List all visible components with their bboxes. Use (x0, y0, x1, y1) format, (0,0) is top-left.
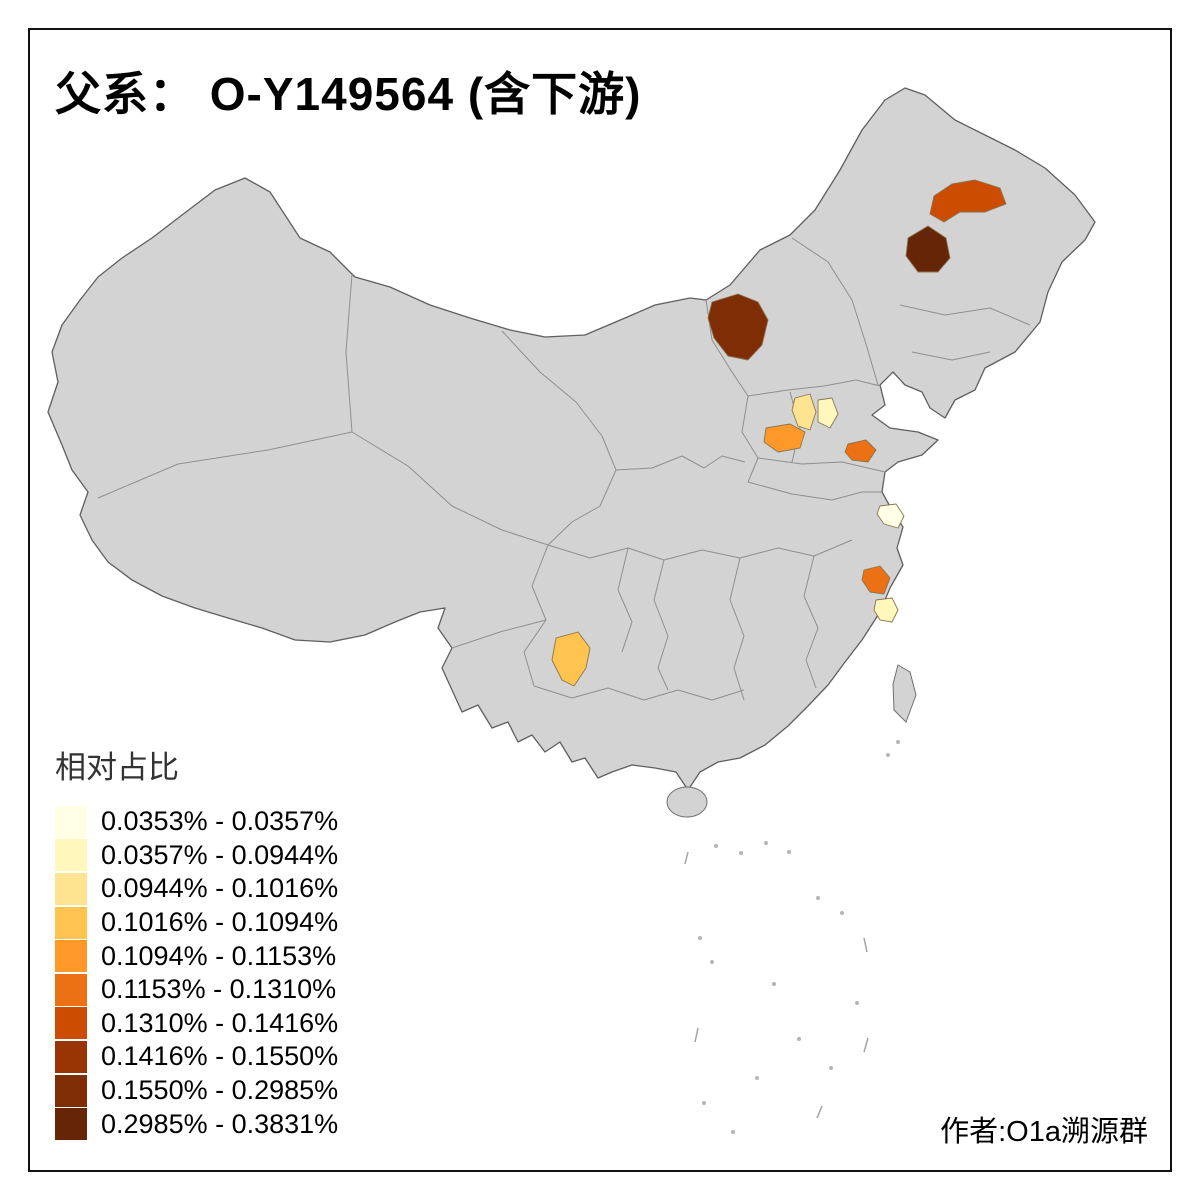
legend-item: 0.1416% - 0.1550% (55, 1040, 338, 1074)
region-northeast-dark (905, 225, 951, 273)
legend-item: 0.1550% - 0.2985% (55, 1074, 338, 1108)
legend-label: 0.1550% - 0.2985% (101, 1075, 339, 1106)
region-shanxi-right (817, 397, 839, 429)
legend-item: 0.1310% - 0.1416% (55, 1007, 338, 1041)
hainan-island (666, 786, 708, 818)
author-credit: 作者:O1a溯源群 (940, 1116, 1148, 1148)
south-china-sea-islands (684, 740, 900, 1134)
region-northeast-upper (929, 179, 1007, 223)
legend-swatch (55, 839, 87, 872)
region-zhejiang-orange (861, 565, 891, 595)
legend-label: 0.0357% - 0.0944% (101, 839, 339, 870)
highlighted-regions (551, 179, 1007, 687)
legend-title: 相对占比 (55, 750, 179, 785)
legend-swatch (55, 1108, 87, 1141)
legend-swatch (55, 1040, 87, 1073)
legend-swatch (55, 872, 87, 905)
region-shandong (844, 439, 877, 463)
region-jiangsu-coastal (876, 503, 905, 529)
legend-item: 0.1153% - 0.1310% (55, 973, 338, 1007)
legend-swatch (55, 1074, 87, 1107)
china-mainland (47, 87, 1096, 791)
legend-item: 0.0357% - 0.0944% (55, 839, 338, 873)
legend-swatch (55, 940, 87, 973)
legend: 相对占比 0.0353% - 0.0357% 0.0357% - 0.0944%… (55, 742, 338, 1141)
legend-label: 0.0944% - 0.1016% (101, 873, 339, 904)
legend-item: 0.1016% - 0.1094% (55, 906, 338, 940)
legend-swatch (55, 1007, 87, 1040)
legend-item: 0.0353% - 0.0357% (55, 805, 338, 839)
legend-item: 0.1094% - 0.1153% (55, 939, 338, 973)
region-inner-mongolia (707, 293, 769, 361)
legend-item: 0.2985% - 0.3831% (55, 1107, 338, 1141)
region-zhejiang-pale (873, 597, 899, 623)
legend-swatch (55, 973, 87, 1006)
legend-swatch (55, 906, 87, 939)
legend-swatch (55, 805, 87, 838)
legend-label: 0.0353% - 0.0357% (101, 806, 339, 837)
region-yunnan (551, 631, 591, 687)
taiwan-island (892, 664, 917, 723)
region-shaanxi-central (763, 423, 806, 453)
map-title: 父系： O-Y149564 (含下游) (55, 68, 642, 120)
legend-label: 0.1416% - 0.1550% (101, 1041, 339, 1072)
legend-label: 0.1094% - 0.1153% (101, 940, 337, 971)
legend-label: 0.1310% - 0.1416% (101, 1007, 339, 1038)
legend-item: 0.0944% - 0.1016% (55, 872, 338, 906)
legend-label: 0.1153% - 0.1310% (101, 974, 337, 1005)
legend-label: 0.2985% - 0.3831% (101, 1108, 339, 1139)
region-shanxi-left (791, 393, 817, 431)
legend-label: 0.1016% - 0.1094% (101, 907, 339, 938)
